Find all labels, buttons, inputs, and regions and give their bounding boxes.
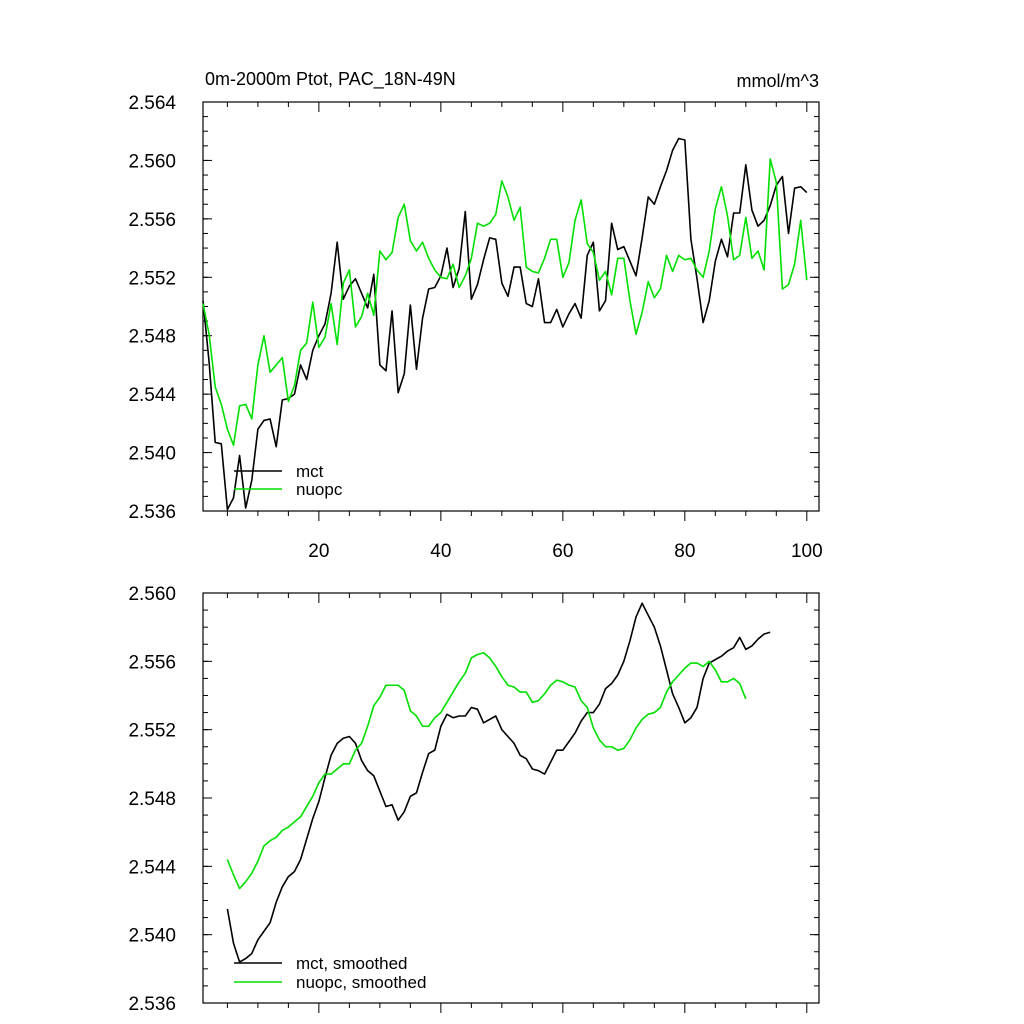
y-tick-label: 2.540 [128, 444, 176, 465]
legend-label: mct [296, 462, 324, 481]
y-tick-label: 2.548 [128, 789, 176, 810]
y-tick-label: 2.556 [128, 210, 176, 231]
bottom-panel: 2.536 2.540 2.544 2.548 2.552 2.556 2.560 mct,… [128, 584, 820, 1015]
x-tick-label: 60 [552, 541, 573, 562]
bottom-plot-frame [202, 592, 820, 1004]
y-tick-label: 2.536 [128, 994, 176, 1015]
bottom-series [226, 602, 771, 963]
y-tick-label: 2.544 [128, 857, 176, 878]
x-tick-label: 100 [791, 541, 823, 562]
x-tick-label: 80 [674, 541, 695, 562]
legend-label: nuopc [296, 480, 343, 499]
y-tick-label: 2.564 [128, 93, 176, 114]
top-chart-title: 0m-2000m Ptot, PAC_18N-49N [205, 69, 456, 90]
y-tick-label: 2.548 [128, 327, 176, 348]
series-line-mct-smoothed [226, 602, 771, 963]
y-tick-label: 2.560 [128, 151, 176, 172]
y-tick-label: 2.560 [128, 584, 176, 605]
y-tick-label: 2.540 [128, 926, 176, 947]
y-tick-label: 2.536 [128, 502, 176, 523]
y-tick-label: 2.544 [128, 385, 176, 406]
series-line-mct [202, 137, 808, 511]
x-tick-label: 20 [308, 541, 329, 562]
y-tick-label: 2.552 [128, 721, 176, 742]
y-tick-label: 2.552 [128, 268, 176, 289]
series-line-nuopc-smoothed [226, 651, 747, 890]
top-series [202, 137, 808, 511]
y-tick-label: 2.556 [128, 652, 176, 673]
bottom-ticks: 2.536 2.540 2.544 2.548 2.552 2.556 2.560 [128, 584, 819, 1015]
top-plot-frame [202, 101, 820, 512]
legend-label: mct, smoothed [296, 954, 408, 973]
top-ticks: 2.536 2.540 2.544 2.548 2.552 2.556 2.560 2.564… [128, 93, 822, 562]
top-panel: 0m-2000m Ptot, PAC_18N-49N mmol/m^3 2.53… [128, 69, 822, 562]
legend-label: nuopc, smoothed [296, 973, 426, 992]
x-tick-label: 40 [430, 541, 451, 562]
series-line-nuopc [202, 158, 808, 447]
top-chart-units: mmol/m^3 [737, 71, 819, 91]
